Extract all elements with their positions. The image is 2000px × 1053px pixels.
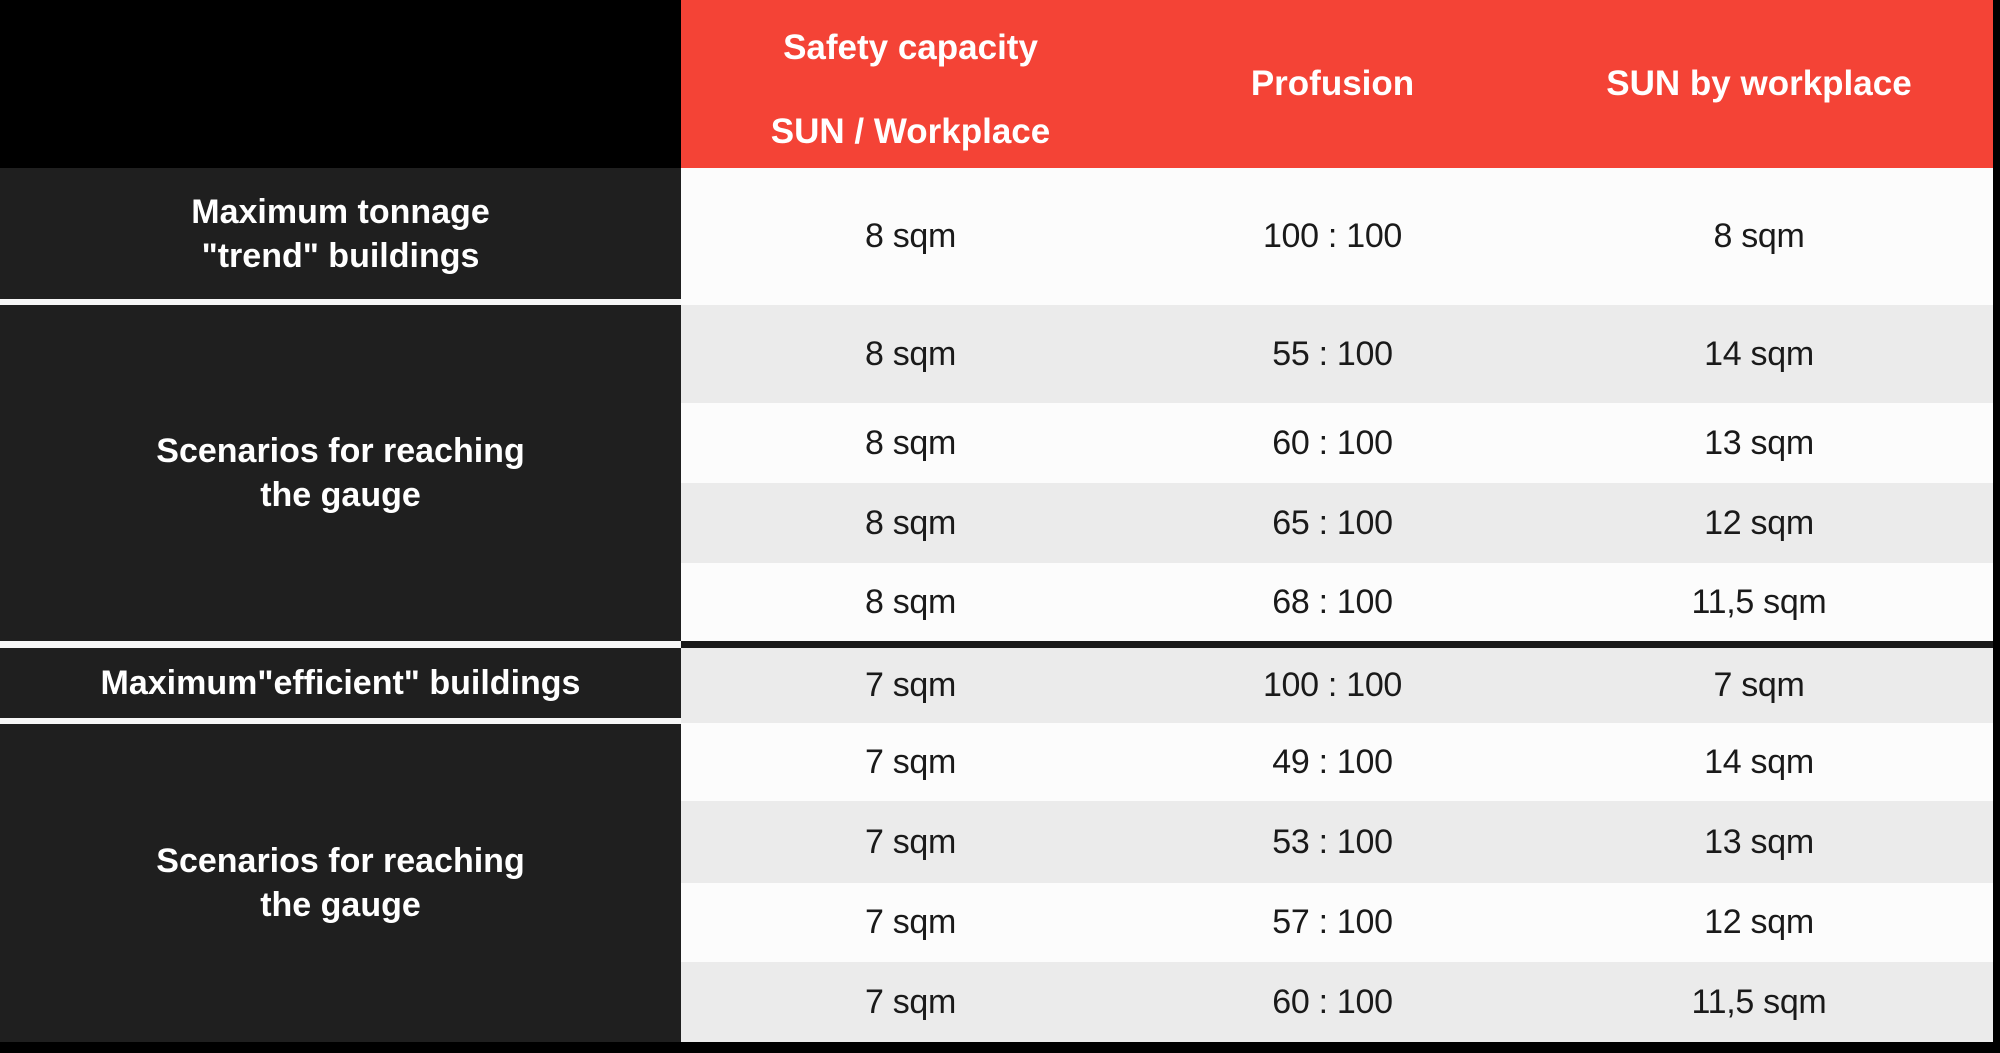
corner-cell: [0, 0, 681, 168]
cell-sun-by-workplace: 11,5 sqm: [1691, 582, 1827, 621]
row-label-line: Maximum tonnage: [191, 192, 490, 231]
row-label-scenarios-efficient: Scenarios for reaching the gauge: [0, 724, 681, 1042]
column-header-sun-by-workplace: SUN by workplace: [1606, 64, 1912, 103]
table-header-row: Safety capacity SUN / Workplace Profusio…: [681, 0, 1993, 168]
table-row: 7 sqm 60 : 100 11,5 sqm: [681, 962, 1993, 1042]
cell-sun-by-workplace: 14 sqm: [1704, 742, 1814, 781]
cell-profusion: 100 : 100: [1262, 217, 1403, 255]
cell-sun-by-workplace: 11,5 sqm: [1691, 982, 1827, 1021]
cell-sun-by-workplace: 12 sqm: [1704, 903, 1814, 941]
cell-sun-by-workplace: 13 sqm: [1704, 423, 1814, 462]
cell-profusion: 60 : 100: [1272, 982, 1393, 1021]
cell-profusion: 55 : 100: [1272, 334, 1393, 373]
header-line: SUN / Workplace: [770, 112, 1051, 151]
row-label-trend-buildings: Maximum tonnage "trend" buildings: [0, 168, 681, 305]
bottom-frame-bar: [0, 1042, 681, 1053]
bottom-frame-bar: [681, 1042, 1993, 1053]
cell-safety-capacity: 7 sqm: [864, 666, 957, 704]
cell-profusion: 65 : 100: [1272, 503, 1393, 542]
cell-sun-by-workplace: 12 sqm: [1704, 503, 1814, 542]
section-divider: [681, 641, 1993, 648]
table-row: 7 sqm 49 : 100 14 sqm: [681, 723, 1993, 801]
row-label-scenarios-trend: Scenarios for reaching the gauge: [0, 305, 681, 648]
cell-profusion: 68 : 100: [1272, 582, 1393, 621]
cell-sun-by-workplace: 8 sqm: [1713, 217, 1805, 255]
row-label-column: Maximum tonnage "trend" buildings Scenar…: [0, 0, 681, 1053]
cell-safety-capacity: 7 sqm: [864, 982, 957, 1021]
row-label-line: Scenarios for reaching: [156, 432, 525, 470]
row-label-line: Maximum"efficient" buildings: [100, 664, 581, 702]
cell-safety-capacity: 8 sqm: [864, 423, 957, 462]
cell-safety-capacity: 8 sqm: [864, 582, 957, 621]
cell-profusion: 60 : 100: [1272, 423, 1393, 462]
table-row: 8 sqm 65 : 100 12 sqm: [681, 483, 1993, 563]
row-label-line: the gauge: [260, 886, 421, 924]
cell-profusion: 57 : 100: [1272, 903, 1393, 941]
table-row: 8 sqm 60 : 100 13 sqm: [681, 403, 1993, 483]
cell-safety-capacity: 7 sqm: [864, 822, 957, 861]
cell-safety-capacity: 7 sqm: [864, 903, 957, 941]
row-label-efficient-buildings: Maximum"efficient" buildings: [0, 648, 681, 724]
row-label-line: the gauge: [260, 476, 421, 514]
header-line: Safety capacity: [783, 28, 1038, 67]
cell-sun-by-workplace: 7 sqm: [1713, 666, 1805, 704]
cell-safety-capacity: 8 sqm: [864, 217, 957, 255]
table-row: 7 sqm 53 : 100 13 sqm: [681, 801, 1993, 883]
table-row: 8 sqm 100 : 100 8 sqm: [681, 168, 1993, 305]
table-row: 8 sqm 55 : 100 14 sqm: [681, 305, 1993, 403]
column-header-safety-capacity: Safety capacity SUN / Workplace: [681, 0, 1140, 168]
cell-profusion: 100 : 100: [1262, 666, 1403, 704]
table-row: 7 sqm 100 : 100 7 sqm: [681, 648, 1993, 723]
table-row: 7 sqm 57 : 100 12 sqm: [681, 883, 1993, 962]
row-label-line: Scenarios for reaching: [156, 842, 525, 880]
cell-profusion: 49 : 100: [1272, 742, 1393, 781]
table-data-area: Safety capacity SUN / Workplace Profusio…: [681, 0, 1993, 1053]
cell-sun-by-workplace: 13 sqm: [1704, 822, 1814, 861]
cell-safety-capacity: 8 sqm: [864, 334, 957, 373]
cell-sun-by-workplace: 14 sqm: [1704, 334, 1814, 373]
cell-profusion: 53 : 100: [1272, 822, 1393, 861]
table-row: 8 sqm 68 : 100 11,5 sqm: [681, 563, 1993, 641]
row-label-line: "trend" buildings: [201, 236, 480, 275]
column-header-profusion: Profusion: [1250, 64, 1415, 103]
cell-safety-capacity: 8 sqm: [864, 503, 957, 542]
cell-safety-capacity: 7 sqm: [864, 742, 957, 781]
